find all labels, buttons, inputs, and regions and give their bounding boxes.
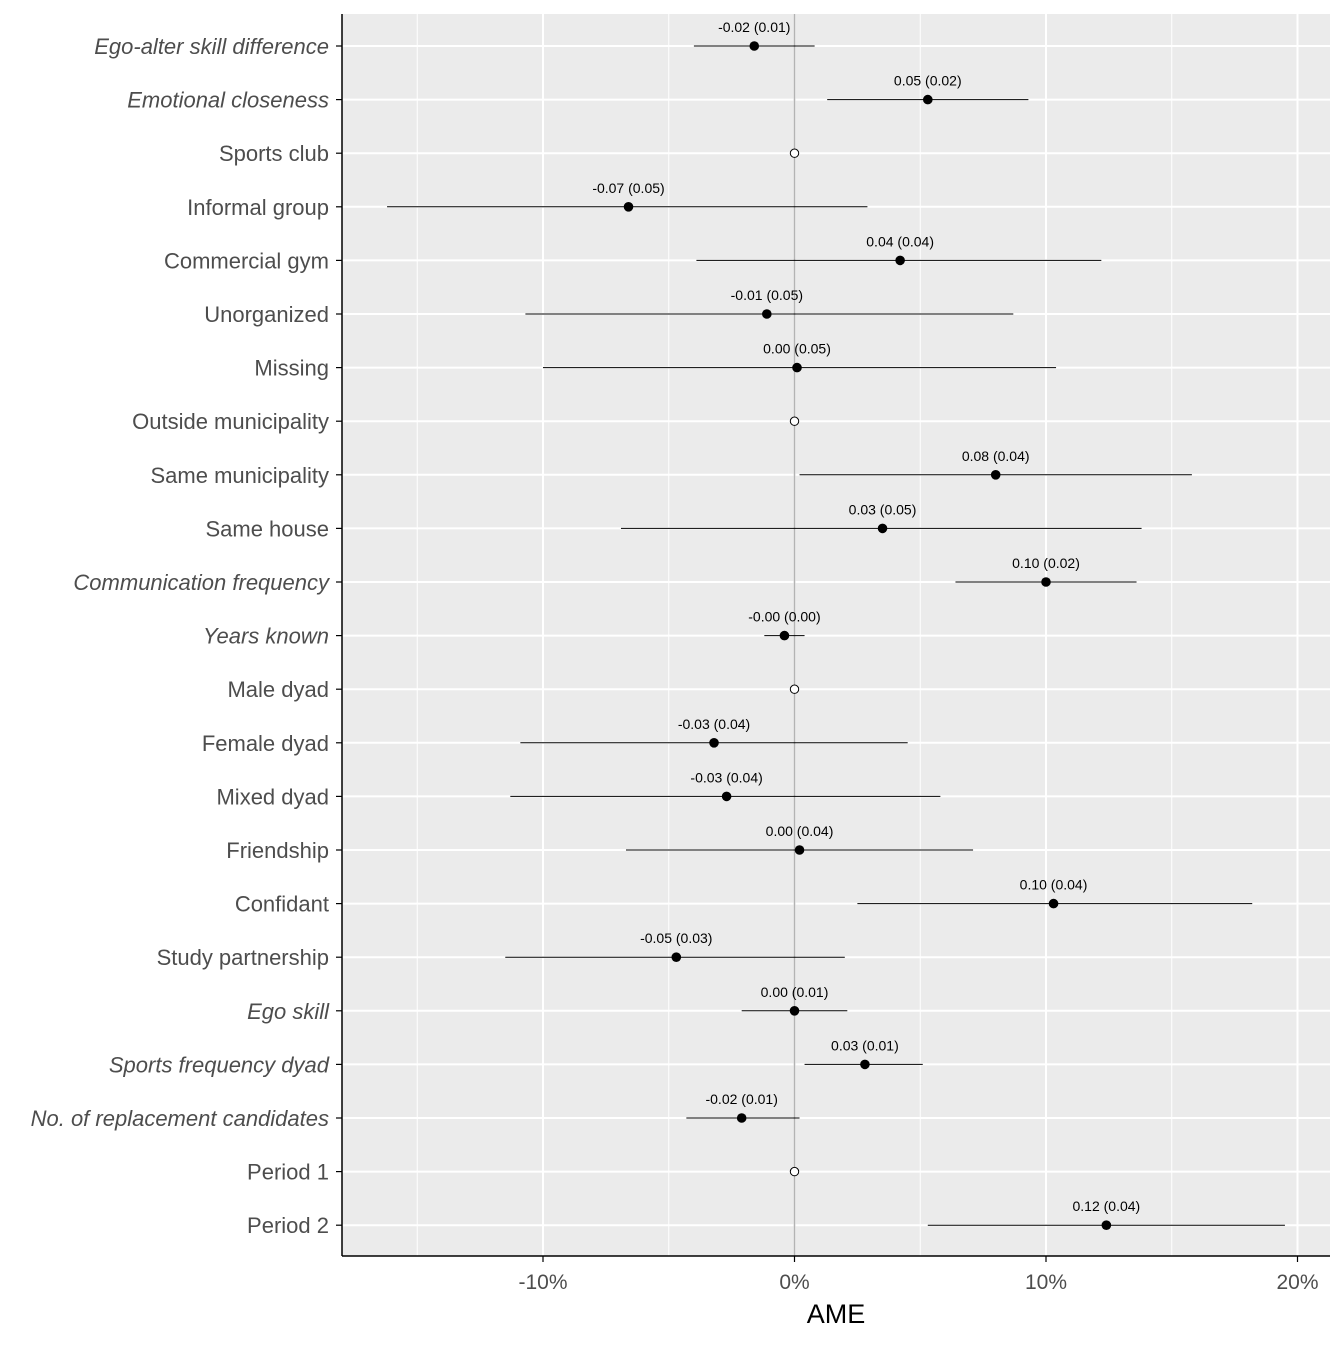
estimate-point bbox=[709, 738, 719, 748]
estimate-point bbox=[1048, 898, 1059, 909]
y-tick-label: Sports club bbox=[219, 141, 329, 166]
coefficient-row: -0.07 (0.05) bbox=[387, 180, 868, 212]
estimate-label: -0.00 (0.00) bbox=[748, 609, 820, 625]
y-tick-label: Mixed dyad bbox=[216, 784, 329, 809]
y-tick-label: Ego-alter skill difference bbox=[94, 34, 329, 59]
estimate-label: 0.00 (0.01) bbox=[761, 984, 829, 1000]
y-tick-label: Missing bbox=[254, 356, 329, 381]
estimate-point bbox=[721, 791, 732, 802]
y-tick-label: Period 1 bbox=[247, 1160, 329, 1185]
estimate-label: 0.10 (0.02) bbox=[1012, 555, 1080, 571]
x-tick-label: 0% bbox=[779, 1271, 809, 1294]
coefficient-row: 0.10 (0.04) bbox=[857, 877, 1253, 909]
estimate-point bbox=[779, 630, 790, 641]
coefficient-row: -0.03 (0.04) bbox=[510, 769, 941, 802]
y-tick-label: Confidant bbox=[235, 892, 329, 917]
estimate-label: -0.05 (0.03) bbox=[640, 930, 712, 946]
y-tick-label: Period 2 bbox=[247, 1213, 329, 1238]
estimate-point bbox=[789, 1006, 800, 1016]
estimate-label: -0.03 (0.04) bbox=[678, 716, 750, 732]
estimate-point bbox=[1101, 1220, 1112, 1230]
x-tick-label: 20% bbox=[1276, 1271, 1318, 1294]
estimate-label: 0.12 (0.04) bbox=[1073, 1198, 1141, 1214]
estimate-point bbox=[623, 202, 634, 212]
estimate-label: 0.10 (0.04) bbox=[1020, 877, 1088, 893]
estimate-label: 0.00 (0.05) bbox=[763, 341, 831, 357]
reference-category-point bbox=[789, 684, 800, 694]
coefficient-row: -0.02 (0.01) bbox=[686, 1091, 800, 1123]
estimate-point bbox=[762, 309, 772, 319]
reference-category-point bbox=[789, 416, 800, 426]
x-axis-title: AME bbox=[807, 1299, 866, 1329]
coefficient-row: 0.10 (0.02) bbox=[955, 555, 1137, 587]
estimate-label: 0.08 (0.04) bbox=[962, 448, 1030, 464]
coefficient-row: -0.05 (0.03) bbox=[505, 930, 845, 962]
coefficient-row: 0.04 (0.04) bbox=[696, 233, 1102, 266]
estimate-point bbox=[736, 1113, 747, 1123]
estimate-label: -0.02 (0.01) bbox=[705, 1091, 777, 1107]
coefficient-row: 0.00 (0.01) bbox=[741, 984, 848, 1016]
estimate-label: -0.01 (0.05) bbox=[731, 287, 803, 303]
coefficient-row: 0.03 (0.01) bbox=[804, 1037, 923, 1070]
coefficient-rows: -0.02 (0.01) 0.05 (0.02) -0.07 (0.05) 0.04 … bbox=[387, 19, 1285, 1230]
estimate-label: 0.05 (0.02) bbox=[894, 73, 962, 89]
estimate-point bbox=[792, 362, 802, 373]
coefficient-row bbox=[789, 684, 800, 694]
coefficient-row: 0.00 (0.04) bbox=[625, 823, 974, 855]
coefficient-row: 0.05 (0.02) bbox=[827, 73, 1029, 105]
estimate-label: 0.03 (0.01) bbox=[831, 1037, 899, 1053]
x-tick-label: -10% bbox=[518, 1271, 567, 1294]
y-tick-label: Commercial gym bbox=[164, 248, 329, 273]
y-tick-label: Emotional closeness bbox=[127, 88, 329, 113]
y-tick-label: Communication frequency bbox=[73, 570, 331, 595]
estimate-point bbox=[895, 255, 905, 266]
estimate-point bbox=[990, 470, 1001, 480]
y-tick-label: Female dyad bbox=[202, 731, 329, 756]
coefficient-row: -0.00 (0.00) bbox=[748, 609, 821, 641]
coefficient-row: 0.12 (0.04) bbox=[927, 1198, 1285, 1230]
estimate-point bbox=[922, 94, 933, 105]
coefficient-row: 0.03 (0.05) bbox=[620, 501, 1142, 534]
estimate-label: 0.03 (0.05) bbox=[849, 501, 917, 517]
y-tick-label: Unorganized bbox=[204, 302, 329, 327]
coefficient-row bbox=[789, 148, 800, 158]
estimate-point bbox=[671, 952, 682, 962]
y-tick-label: Male dyad bbox=[227, 677, 329, 702]
x-tick-label: 10% bbox=[1025, 1271, 1067, 1294]
y-tick-label: Years known bbox=[203, 624, 329, 649]
y-tick-label: Study partnership bbox=[157, 945, 329, 970]
estimate-point bbox=[749, 41, 760, 51]
reference-category-point bbox=[789, 148, 800, 158]
estimate-label: -0.03 (0.04) bbox=[690, 769, 762, 785]
coefficient-row: -0.03 (0.04) bbox=[520, 716, 908, 748]
estimate-label: 0.00 (0.04) bbox=[766, 823, 834, 839]
estimate-label: 0.04 (0.04) bbox=[866, 233, 934, 249]
y-tick-label: Ego skill bbox=[247, 999, 330, 1024]
coefficient-row: -0.02 (0.01) bbox=[693, 19, 815, 51]
reference-category-point bbox=[789, 1166, 800, 1177]
axes: Ego-alter skill difference Emotional clos… bbox=[31, 14, 1330, 1294]
estimate-point bbox=[794, 845, 805, 855]
y-tick-label: No. of replacement candidates bbox=[31, 1106, 329, 1131]
coefficient-row: -0.01 (0.05) bbox=[525, 287, 1014, 319]
estimate-point bbox=[860, 1059, 870, 1070]
y-tick-label: Sports frequency dyad bbox=[109, 1052, 330, 1077]
coefficient-row: 0.08 (0.04) bbox=[799, 448, 1192, 480]
y-tick-label: Same municipality bbox=[150, 463, 329, 488]
y-tick-label: Friendship bbox=[226, 838, 329, 863]
coefficient-row bbox=[789, 1166, 800, 1177]
coefficient-row bbox=[789, 416, 800, 426]
y-tick-label: Outside municipality bbox=[132, 409, 329, 434]
coefficient-row: 0.00 (0.05) bbox=[543, 341, 1057, 373]
estimate-point bbox=[1041, 577, 1051, 587]
estimate-label: -0.07 (0.05) bbox=[592, 180, 664, 196]
y-tick-label: Informal group bbox=[187, 195, 329, 220]
estimate-point bbox=[877, 523, 888, 534]
y-tick-label: Same house bbox=[205, 516, 329, 541]
estimate-label: -0.02 (0.01) bbox=[718, 19, 790, 35]
